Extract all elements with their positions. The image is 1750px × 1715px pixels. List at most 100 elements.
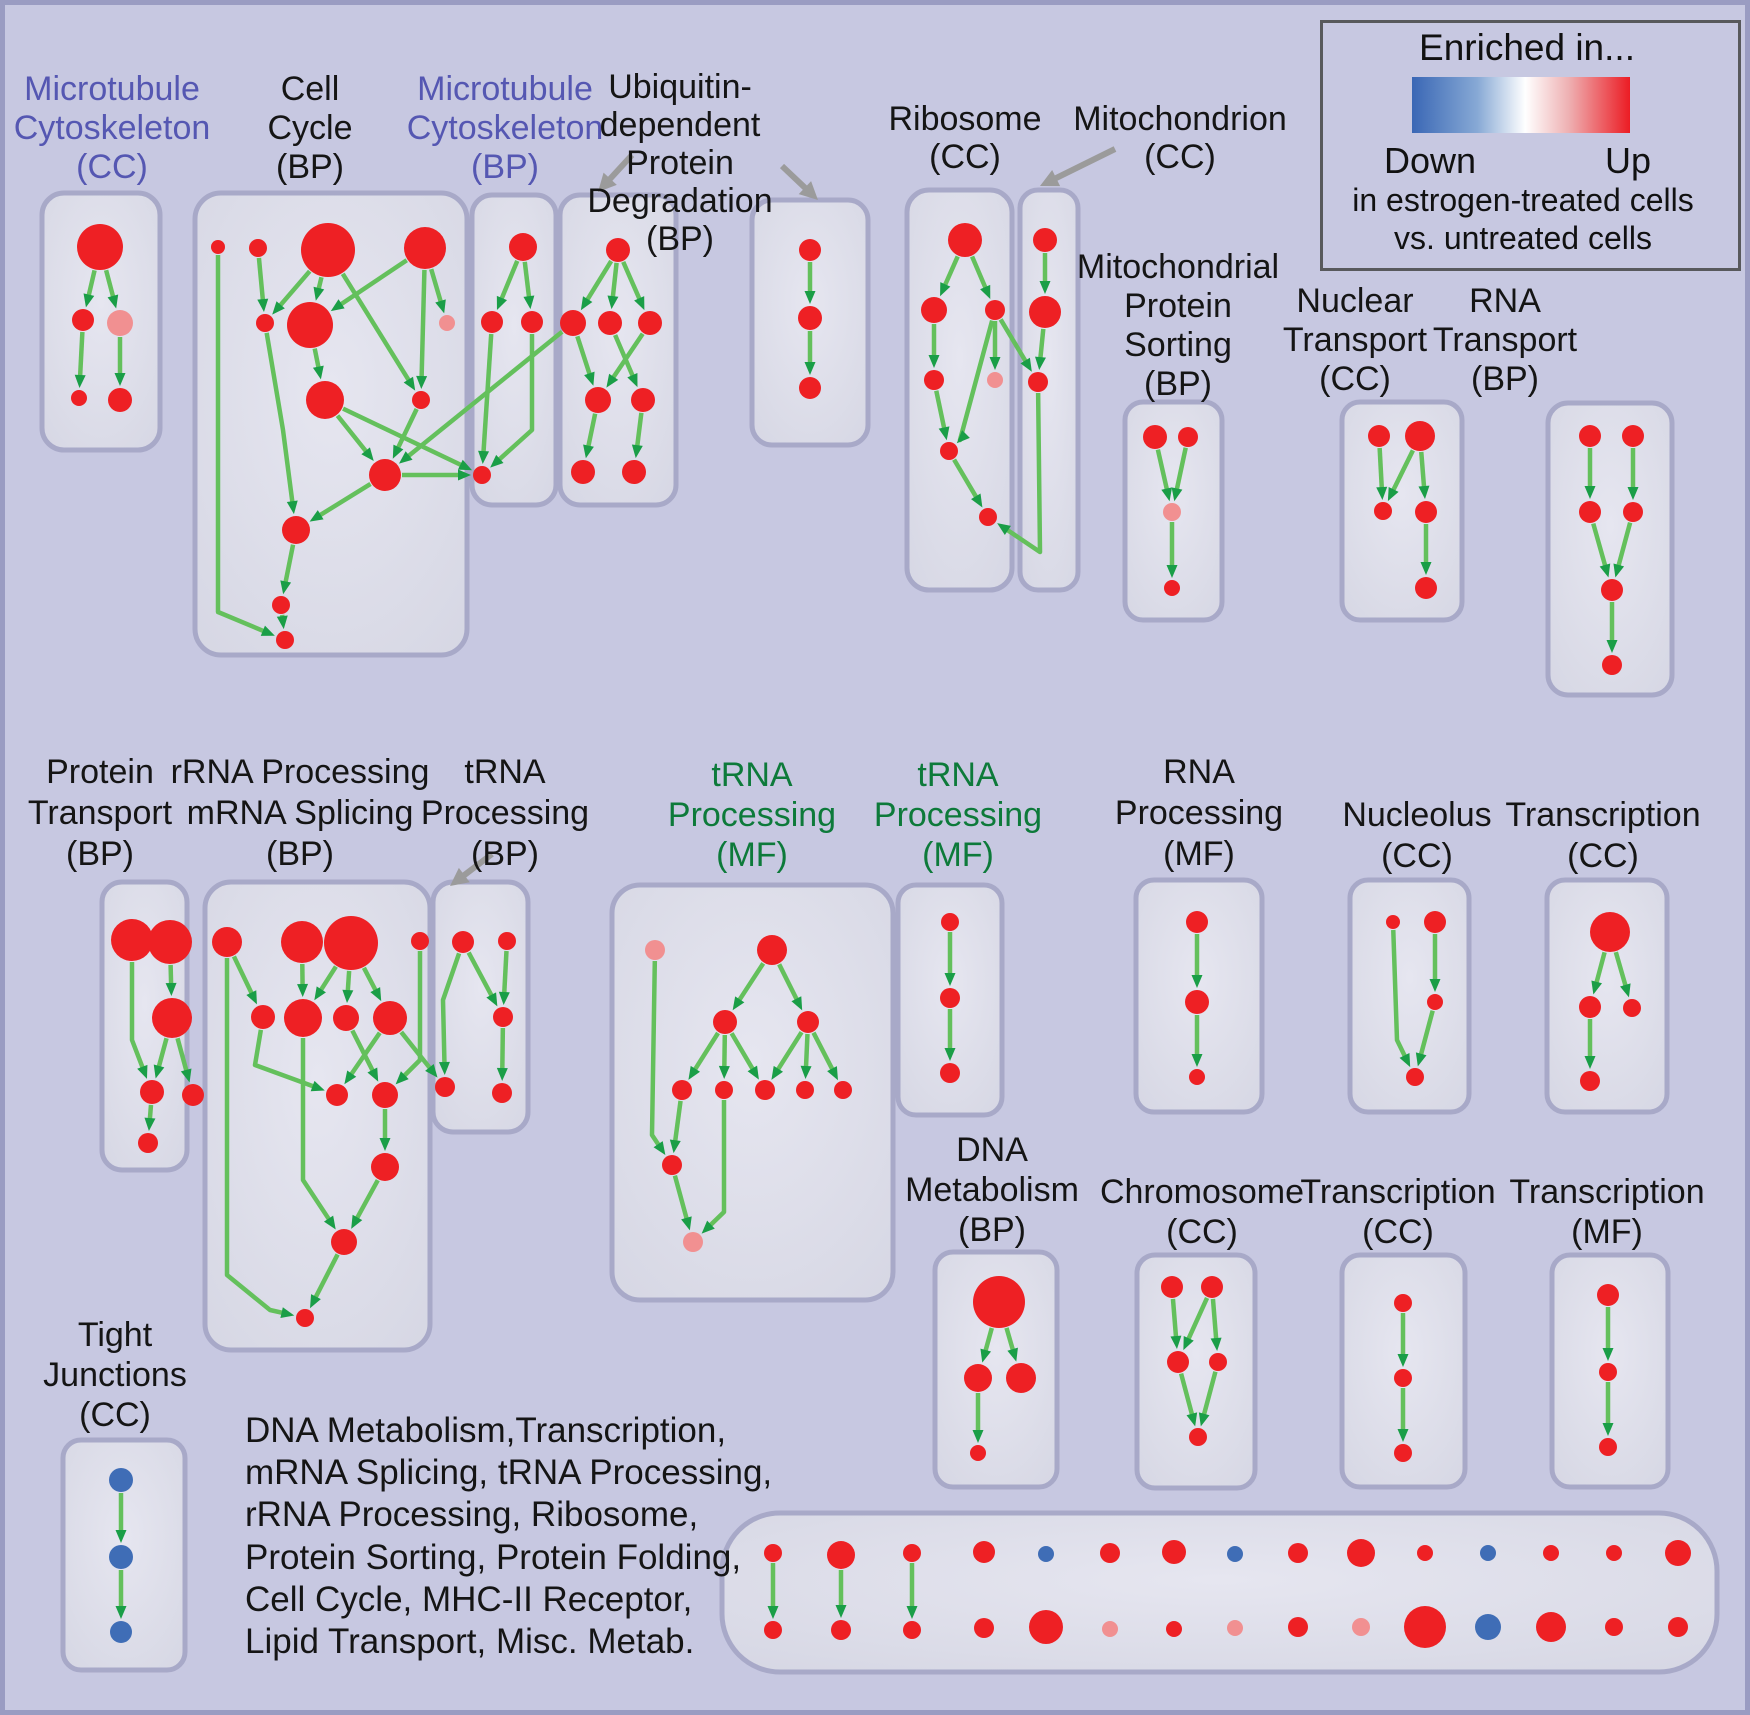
misc-text-line: rRNA Processing, Ribosome, bbox=[245, 1495, 699, 1535]
edge-arrow-shaft bbox=[318, 965, 338, 993]
edge-arrow-head bbox=[361, 447, 374, 461]
edge-arrow-head bbox=[490, 454, 504, 468]
edge-arrow-shaft bbox=[610, 332, 645, 380]
go-term-node bbox=[140, 1080, 164, 1104]
cluster-label-line: (BP) bbox=[266, 835, 334, 873]
go-term-node bbox=[435, 1077, 455, 1097]
cluster-label-line: (BP) bbox=[646, 220, 714, 258]
go-term-node bbox=[148, 920, 192, 964]
edge-arrow-shaft bbox=[313, 1253, 340, 1300]
edge-arrow-shaft bbox=[1174, 447, 1188, 491]
edge-arrow-head bbox=[438, 1061, 450, 1076]
edge-arrow-head bbox=[940, 282, 951, 297]
go-term-node bbox=[412, 391, 430, 409]
edge-arrow-head bbox=[583, 444, 594, 459]
go-term-node bbox=[757, 935, 787, 965]
edge-arrow-head bbox=[627, 373, 638, 388]
edge-arrow-head bbox=[342, 989, 354, 1004]
edge-arrow-head bbox=[351, 1214, 363, 1229]
cluster-label-rrna-processing-mrna-splicing-bp: rRNA Processing mRNA Splicing (BP) bbox=[171, 752, 430, 875]
cluster-label-line: Ubiquitin- bbox=[608, 68, 752, 106]
go-term-node bbox=[1405, 421, 1435, 451]
edge-arrow-shaft bbox=[522, 261, 532, 299]
edge-arrow-head bbox=[1599, 563, 1611, 578]
edge-arrow-head bbox=[478, 450, 490, 465]
edge-arrow-shaft bbox=[499, 260, 520, 301]
edge-arrow-head bbox=[971, 493, 983, 508]
go-term-node bbox=[498, 932, 516, 950]
go-term-node bbox=[1579, 501, 1601, 523]
edge-arrow-head bbox=[165, 982, 177, 997]
go-term-node bbox=[1028, 372, 1048, 392]
cluster-label-line: (MF) bbox=[1571, 1213, 1643, 1251]
cluster-label-dna-metabolism-bp: DNA Metabolism (BP) bbox=[905, 1130, 1079, 1250]
cluster-label-line: tRNA bbox=[711, 756, 793, 794]
go-term-node bbox=[1623, 999, 1641, 1017]
edge-arrow-head bbox=[580, 296, 593, 311]
edge-arrow-shaft bbox=[252, 1029, 316, 1089]
go-term-node bbox=[1601, 579, 1623, 601]
go-term-node bbox=[284, 999, 322, 1037]
edge-arrow-head bbox=[379, 1138, 391, 1151]
edge-arrow-head bbox=[1415, 1052, 1427, 1067]
edge-arrow-head bbox=[115, 1606, 127, 1619]
edge-arrow-head bbox=[1210, 1337, 1222, 1352]
go-term-node bbox=[799, 377, 821, 399]
cluster-label-line: Transport bbox=[27, 794, 173, 832]
edge-arrow-head bbox=[310, 1294, 321, 1309]
edge-arrow-shaft bbox=[86, 269, 97, 298]
edge-arrow-shaft bbox=[621, 261, 643, 302]
go-term-node bbox=[940, 1063, 960, 1083]
edge-arrow-head bbox=[1627, 487, 1639, 500]
go-term-node bbox=[683, 1232, 703, 1252]
go-term-node bbox=[598, 311, 622, 335]
edge-arrow-shaft bbox=[775, 1030, 804, 1072]
go-term-node bbox=[831, 1620, 851, 1640]
edge-arrow-shaft bbox=[1390, 449, 1415, 493]
go-term-node bbox=[799, 239, 821, 261]
go-term-node bbox=[111, 919, 153, 961]
edge-arrow-shaft bbox=[361, 966, 379, 993]
go-term-node bbox=[1164, 580, 1180, 596]
edge-arrow-head bbox=[1191, 1054, 1203, 1067]
edge-arrow-head bbox=[1186, 1412, 1198, 1427]
edge-arrow-shaft bbox=[634, 412, 644, 448]
edge-arrow-shaft bbox=[147, 1104, 154, 1121]
edge-arrow-shaft bbox=[983, 1327, 994, 1353]
misc-text-line: Lipid Transport, Misc. Metab. bbox=[245, 1622, 695, 1661]
edge-arrow-head bbox=[1191, 975, 1203, 988]
edge-arrow-head bbox=[972, 1430, 984, 1443]
cluster-label-line: Nucleolus bbox=[1342, 796, 1492, 834]
edge-arrow-shaft bbox=[256, 257, 266, 302]
go-term-node bbox=[1543, 1545, 1559, 1561]
cluster-label-line: Protein bbox=[46, 753, 154, 791]
go-term-node bbox=[301, 223, 355, 277]
cluster-label-line: Cytoskeleton bbox=[406, 109, 604, 147]
edge-arrow-head bbox=[827, 1066, 838, 1081]
go-term-node bbox=[333, 1005, 359, 1031]
go-term-node bbox=[940, 988, 960, 1008]
go-term-node bbox=[764, 1544, 782, 1562]
edge-arrow-head bbox=[107, 294, 119, 309]
cluster-label-line: tRNA bbox=[917, 756, 999, 794]
edge-arrow-head bbox=[669, 1139, 681, 1154]
edge-arrow-head bbox=[1420, 562, 1432, 575]
edge-arrow-head bbox=[272, 301, 285, 315]
go-term-node bbox=[622, 460, 646, 484]
edge-arrow-head bbox=[944, 1048, 956, 1061]
cluster-label-rna-transport-bp: RNA Transport (BP) bbox=[1433, 282, 1577, 399]
edge-arrow-shaft bbox=[692, 1031, 720, 1072]
edge-arrow-head bbox=[330, 299, 345, 312]
go-term-node bbox=[1424, 911, 1446, 933]
edge-arrow-head bbox=[1183, 1336, 1194, 1351]
go-term-node bbox=[256, 314, 274, 332]
edge-arrow-head bbox=[1007, 1347, 1018, 1362]
edge-arrow-shaft bbox=[672, 1175, 690, 1221]
cluster-label-trna-processing-mf-2: tRNA Processing (MF) bbox=[874, 755, 1042, 875]
edge-arrow-shaft bbox=[401, 951, 423, 1079]
cluster-box-chromosome bbox=[1134, 1252, 1258, 1491]
arrow-to-ubiquitin-box-1-head bbox=[598, 172, 617, 192]
edge-arrow-shaft bbox=[419, 269, 427, 379]
go-term-node bbox=[282, 516, 310, 544]
legend-down-label: Down bbox=[1383, 140, 1477, 181]
